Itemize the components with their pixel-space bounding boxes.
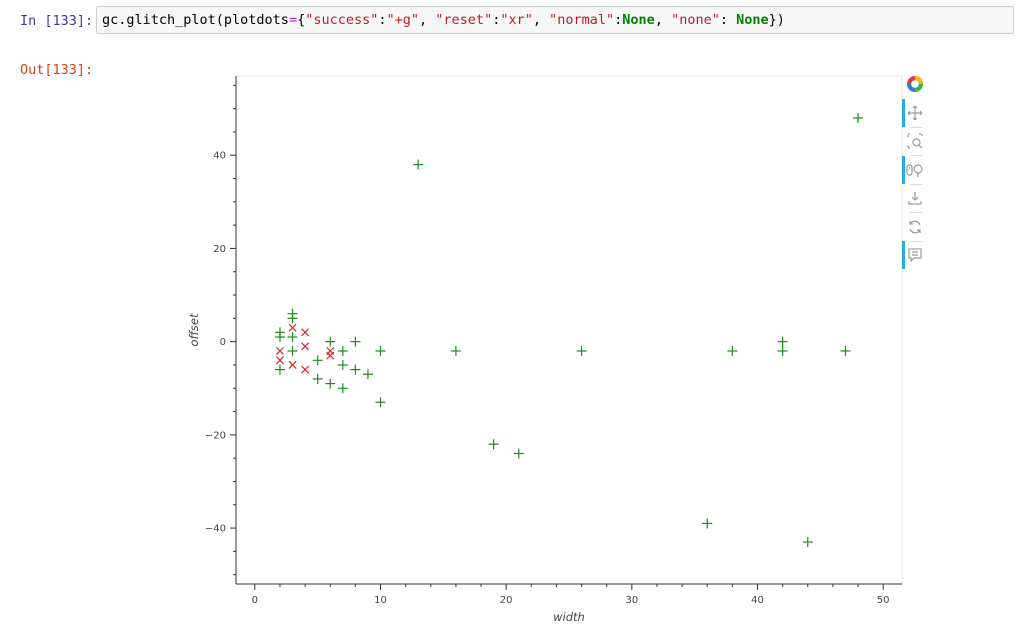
code-token: "none"	[671, 12, 720, 28]
x-marker	[301, 328, 310, 337]
x-marker	[301, 342, 310, 351]
code-token: None	[622, 12, 655, 28]
code-token: gc.glitch_plot(plotdots	[102, 12, 289, 28]
x-marker	[275, 356, 285, 365]
code-token: {	[297, 12, 306, 28]
plus-marker	[287, 313, 298, 324]
x-marker	[301, 365, 310, 374]
output-prompt: Out[133]:	[20, 62, 94, 78]
x-tick-label: 20	[500, 595, 513, 606]
pan-tool-icon[interactable]	[902, 99, 928, 127]
y-tick-label: 20	[213, 244, 226, 255]
plus-marker	[375, 397, 386, 408]
plus-marker	[274, 364, 285, 375]
code-token: ,	[532, 12, 550, 28]
y-axis-title: offset	[187, 313, 201, 346]
plot-area	[235, 75, 903, 585]
code-token: "+g"	[386, 12, 420, 28]
y-tick-label: −20	[205, 430, 226, 441]
x-marker	[326, 351, 335, 360]
plus-marker	[802, 537, 813, 548]
plus-marker	[325, 378, 336, 389]
plus-marker	[274, 331, 285, 342]
x-marker	[275, 346, 285, 355]
y-tick-label: −40	[205, 524, 226, 535]
x-axis-title: width	[553, 610, 585, 624]
toolbar-separator	[910, 212, 922, 213]
plus-marker	[777, 345, 788, 356]
code-token: ,	[654, 12, 672, 28]
toolbar-separator	[910, 127, 922, 128]
plus-marker	[287, 331, 298, 342]
toolbar-separator	[910, 155, 922, 156]
x-tick-label: 10	[374, 595, 387, 606]
bokeh-logo-icon	[902, 72, 928, 96]
x-tick-label: 30	[625, 595, 638, 606]
plus-marker	[450, 345, 461, 356]
input-prompt: In [133]:	[20, 13, 94, 29]
code-token: None	[736, 12, 769, 28]
plot-toolbar	[902, 72, 928, 272]
plot-frame	[235, 75, 903, 585]
plus-marker	[337, 359, 348, 370]
wheel-zoom-tool-icon[interactable]	[902, 156, 928, 184]
code-token: ,	[419, 12, 436, 28]
plus-marker	[513, 448, 524, 459]
x-marker	[288, 323, 297, 332]
plus-marker	[777, 336, 788, 347]
plus-marker	[337, 383, 348, 394]
plus-marker	[312, 355, 323, 366]
code-token: :	[719, 12, 737, 28]
box-zoom-tool-icon[interactable]	[902, 129, 928, 153]
plus-marker	[350, 336, 361, 347]
code-token: =	[288, 12, 298, 28]
hover-tool-icon[interactable]	[902, 241, 928, 269]
code-token: :	[378, 12, 387, 28]
x-tick-label: 50	[877, 595, 890, 606]
plus-marker	[488, 439, 499, 450]
plus-marker	[413, 159, 424, 170]
x-marker	[288, 360, 297, 369]
plus-marker	[287, 345, 298, 356]
code-token: "success"	[305, 12, 379, 28]
save-tool-icon[interactable]	[902, 186, 928, 210]
y-axis: −40 −20 0 20 40	[205, 76, 237, 584]
reset-tool-icon[interactable]	[902, 215, 928, 239]
toolbar-separator	[910, 184, 922, 185]
plus-marker	[840, 345, 851, 356]
plus-marker	[350, 364, 361, 375]
plus-marker	[727, 345, 738, 356]
plot-markers	[274, 112, 864, 548]
code-cell[interactable]: gc.glitch_plot(plotdots={"success":"+g",…	[96, 6, 1014, 34]
code-token: "reset"	[435, 12, 493, 28]
plus-marker	[325, 336, 336, 347]
code-token: })	[768, 12, 785, 28]
y-tick-label: 40	[213, 151, 226, 162]
y-tick-label: 0	[220, 337, 226, 348]
plus-marker	[337, 345, 348, 356]
code-token: :	[614, 12, 623, 28]
x-tick-label: 0	[252, 595, 258, 606]
x-tick-label: 40	[751, 595, 764, 606]
plus-marker	[576, 345, 587, 356]
x-axis: 0 10 20 30 40 50	[236, 583, 902, 606]
plus-marker	[312, 373, 323, 384]
toolbar-separator	[910, 241, 922, 242]
plus-marker	[375, 345, 386, 356]
code-token: "normal"	[549, 12, 615, 28]
code-token: "xr"	[500, 12, 533, 28]
plus-marker	[362, 369, 373, 380]
plus-marker	[853, 112, 864, 123]
plus-marker	[702, 518, 713, 529]
code-token: :	[492, 12, 501, 28]
